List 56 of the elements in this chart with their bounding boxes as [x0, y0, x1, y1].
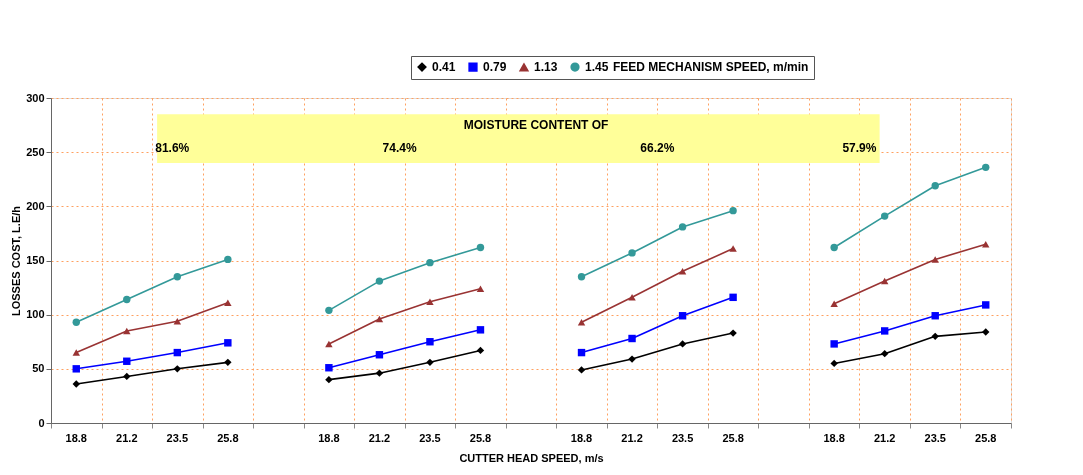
point — [173, 365, 182, 373]
x-tick-label: 23.5 — [166, 432, 189, 444]
x-tick-label: 23.5 — [419, 432, 441, 444]
point — [880, 212, 889, 220]
x-tick-label: 18.8 — [65, 432, 87, 444]
y-tick-label: 50 — [32, 362, 45, 375]
annotation: 66.2% — [640, 141, 675, 156]
x-tick-label: 21.2 — [621, 432, 643, 444]
x-tick-label: 23.5 — [671, 432, 694, 444]
point — [982, 163, 990, 172]
x-tick-label: 21.2 — [116, 432, 138, 444]
legend-label: 0.41 — [432, 60, 456, 75]
point — [72, 365, 80, 373]
band-label: MOISTURE CONTENT OF — [463, 118, 609, 133]
x-axis-title: CUTTER HEAD SPEED, m/s — [459, 452, 604, 464]
y-axis-title: LOSSES COST, L.E/h — [10, 205, 23, 317]
x-tick-label: 25.8 — [469, 432, 492, 444]
x-tick-label: 25.8 — [722, 432, 744, 444]
y-tick-label: 300 — [26, 91, 45, 104]
point — [123, 295, 131, 304]
legend-title: FEED MECHANISM SPEED, m/min — [613, 60, 809, 74]
x-tick-label: 23.5 — [924, 432, 946, 444]
point — [830, 243, 838, 252]
y-tick-label: 200 — [26, 199, 45, 212]
x-tick-label: 21.2 — [368, 432, 391, 444]
point — [880, 349, 889, 358]
legend-label: 1.45 — [585, 60, 609, 75]
annotation: 74.4% — [382, 141, 417, 156]
legend-label: 1.13 — [534, 60, 558, 75]
x-tick-label: 18.8 — [318, 432, 340, 444]
point — [173, 317, 182, 325]
point — [224, 255, 232, 264]
y-tick-label: 0 — [38, 416, 45, 429]
point — [830, 359, 838, 368]
x-tick-label: 25.8 — [217, 432, 239, 444]
point — [72, 318, 80, 326]
x-tick-label: 18.8 — [570, 432, 593, 444]
point — [931, 182, 939, 190]
y-tick-label: 150 — [26, 254, 45, 266]
x-tick-label: 25.8 — [975, 432, 997, 444]
point — [123, 327, 131, 335]
point — [123, 372, 131, 381]
y-tick-label: 250 — [26, 145, 45, 158]
annotation: 81.6% — [155, 141, 190, 156]
point — [880, 277, 889, 285]
x-tick-label: 21.2 — [873, 432, 896, 444]
point — [224, 299, 232, 306]
point — [72, 349, 80, 356]
y-tick-label: 100 — [26, 308, 45, 321]
annotation: 57.9% — [842, 141, 877, 156]
point — [931, 256, 939, 263]
point — [173, 273, 182, 281]
x-tick-label: 18.8 — [823, 432, 845, 444]
point — [224, 339, 232, 347]
point — [224, 358, 232, 367]
legend-label: 0.79 — [483, 60, 507, 75]
